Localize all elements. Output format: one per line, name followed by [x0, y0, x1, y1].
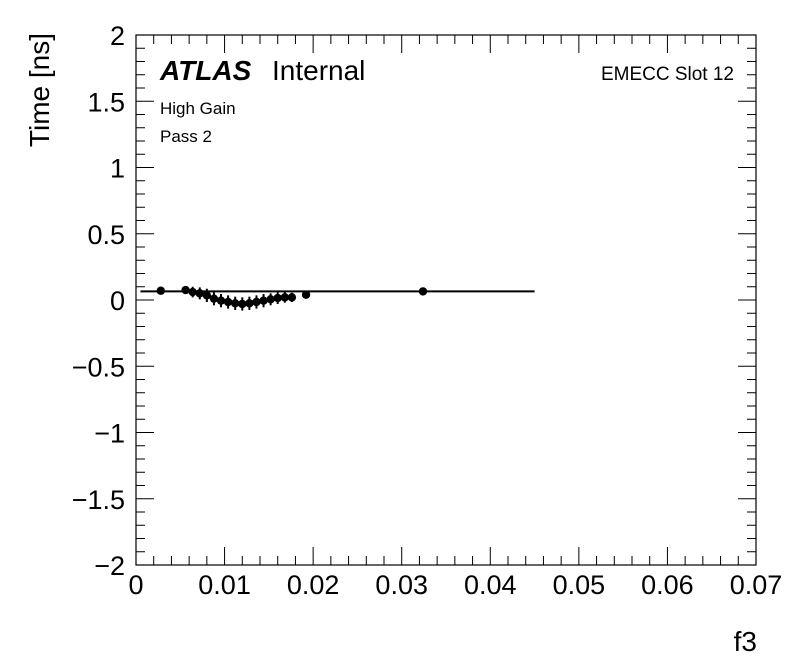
pass-label: Pass 2 — [160, 127, 212, 146]
point-marker — [216, 296, 226, 305]
point-marker — [259, 296, 268, 305]
data-point — [238, 297, 247, 311]
y-axis-title: Time [ns] — [24, 33, 55, 147]
point-marker — [266, 295, 275, 304]
y-tick-labels: −2 −1.5 −1 −0.5 0 0.5 1 1.5 2 — [72, 21, 125, 581]
point-marker — [188, 287, 197, 297]
data-point — [156, 286, 165, 295]
point-marker — [287, 293, 297, 302]
x-tick-label: 0.07 — [730, 570, 783, 600]
point-marker — [209, 294, 219, 303]
x-tick-label: 0 — [128, 570, 143, 600]
y-tick-label: 1 — [110, 154, 125, 184]
data-point — [245, 296, 254, 310]
point-marker — [231, 299, 240, 308]
point-marker — [280, 293, 289, 302]
point-marker — [156, 286, 165, 295]
y-tick-label: −0.5 — [72, 352, 125, 382]
point-marker — [301, 290, 311, 299]
point-marker — [245, 299, 254, 308]
data-point — [231, 296, 240, 310]
data-point — [252, 295, 261, 309]
y-tick-label: 2 — [110, 21, 125, 51]
x-tick-labels: 0 0.01 0.02 0.03 0.04 0.05 0.06 0.07 — [128, 570, 782, 600]
x-tick-label: 0.05 — [553, 570, 606, 600]
atlas-label: ATLAS — [159, 55, 252, 86]
data-point — [287, 292, 297, 302]
point-marker — [238, 299, 247, 309]
data-point — [216, 294, 226, 308]
x-axis-title: f3 — [734, 626, 757, 657]
axis-ticks — [135, 34, 757, 566]
data-point — [195, 287, 204, 300]
data-point — [202, 288, 212, 302]
point-marker — [418, 287, 428, 296]
data-point — [273, 292, 282, 304]
data-points — [156, 285, 428, 311]
region-label: EMECC Slot 12 — [601, 64, 734, 85]
x-tick-label: 0.01 — [198, 570, 251, 600]
point-marker — [181, 285, 190, 295]
data-point — [181, 285, 190, 295]
data-point — [188, 286, 197, 298]
internal-label: Internal — [272, 55, 365, 86]
point-marker — [202, 291, 212, 300]
y-tick-label: 0 — [110, 286, 125, 316]
x-tick-label: 0.06 — [641, 570, 694, 600]
gain-label: High Gain — [160, 99, 236, 118]
data-point — [259, 294, 268, 308]
point-marker — [223, 297, 233, 307]
x-tick-label: 0.02 — [287, 570, 340, 600]
x-tick-label: 0.04 — [464, 570, 517, 600]
point-marker — [252, 297, 261, 307]
y-tick-label: 1.5 — [87, 87, 125, 117]
point-marker — [273, 293, 282, 303]
point-marker — [195, 289, 204, 298]
data-point — [209, 292, 219, 306]
y-tick-label: −1.5 — [72, 485, 125, 515]
data-point — [223, 295, 233, 309]
x-tick-label: 0.03 — [375, 570, 428, 600]
y-tick-label: −1 — [94, 419, 125, 449]
data-point — [301, 290, 311, 299]
y-tick-label: −2 — [94, 551, 125, 581]
data-point — [266, 293, 275, 306]
data-point — [418, 287, 428, 296]
y-tick-label: 0.5 — [87, 220, 125, 250]
data-point — [280, 292, 289, 303]
